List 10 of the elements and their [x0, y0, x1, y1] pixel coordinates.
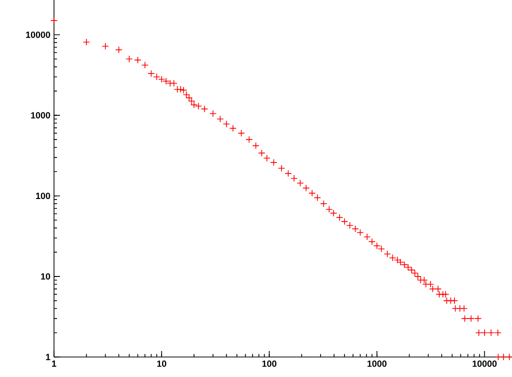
y-tick-label: 10 [41, 273, 50, 280]
y-tick-label: 10000 [26, 32, 50, 38]
y-tick-label: 1000 [31, 112, 50, 118]
x-tick-label: 10 [157, 360, 166, 367]
y-tick-label: 1 [46, 354, 50, 360]
x-tick-label: 100 [262, 360, 276, 367]
y-tick-label: 100 [36, 192, 50, 200]
x-tick-label: 1000 [367, 360, 387, 367]
x-tick-label: 10000 [472, 360, 497, 367]
x-tick-label: 1 [52, 360, 56, 367]
